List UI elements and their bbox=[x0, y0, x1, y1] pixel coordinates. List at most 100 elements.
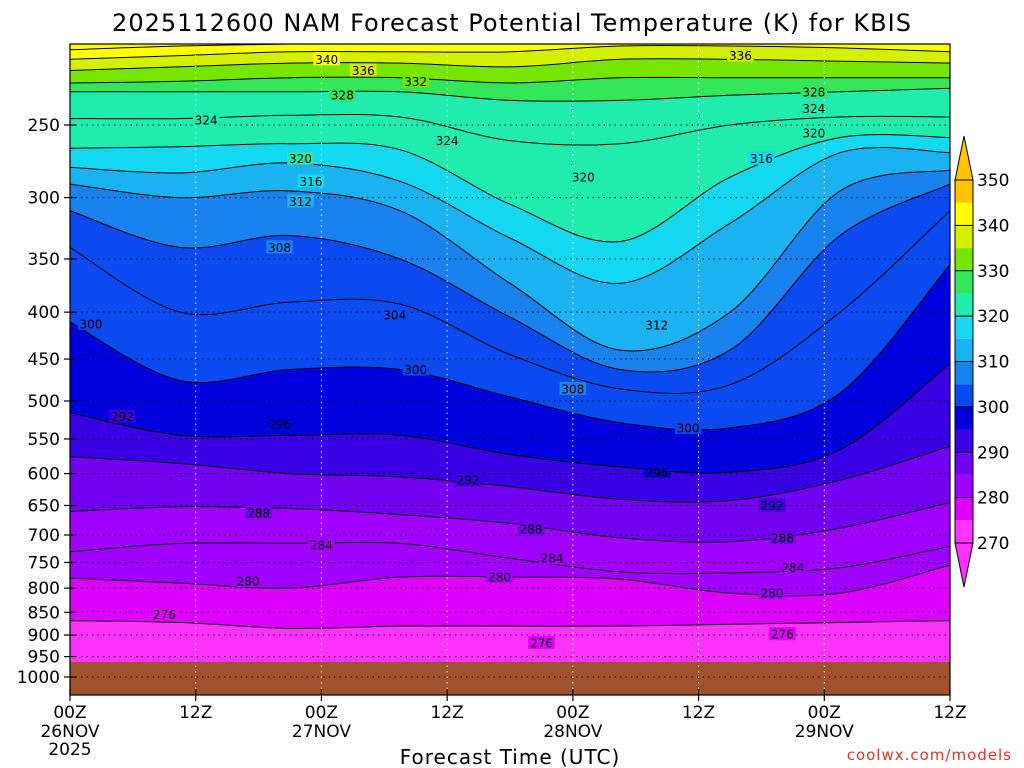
contour-label-bg bbox=[800, 101, 828, 115]
contour-label-bg bbox=[381, 308, 409, 322]
colorbar-swatch bbox=[955, 406, 973, 430]
y-tick-label: 650 bbox=[28, 496, 60, 516]
colorbar-swatch bbox=[955, 202, 973, 226]
contour-label: 280 bbox=[237, 575, 260, 589]
isentrope-296 bbox=[70, 363, 950, 474]
contour-label-bg bbox=[266, 417, 293, 431]
colorbar-swatch bbox=[955, 474, 973, 498]
contour-label-bg bbox=[313, 52, 340, 66]
contour-label-bg bbox=[77, 316, 105, 330]
contour-label-bg bbox=[402, 74, 429, 88]
contour-label-bg bbox=[192, 113, 220, 127]
y-tick-label: 600 bbox=[28, 465, 60, 485]
colorbar-swatch bbox=[955, 338, 973, 362]
contour-label: 324 bbox=[195, 114, 218, 128]
contour-label: 312 bbox=[645, 318, 668, 332]
contour-label: 284 bbox=[781, 561, 804, 575]
y-tick-label: 950 bbox=[28, 648, 60, 668]
contour-label-bg bbox=[402, 362, 429, 376]
isentrope-276 bbox=[70, 620, 950, 629]
contour-label-bg bbox=[245, 505, 272, 519]
y-tick-label: 750 bbox=[28, 553, 60, 573]
contour-label-bg bbox=[800, 125, 828, 139]
contour-label: 280 bbox=[488, 571, 511, 585]
x-tick-year: 2025 bbox=[48, 740, 91, 760]
contour-label: 320 bbox=[572, 171, 595, 185]
contour-label: 284 bbox=[540, 552, 563, 566]
y-tick-label: 550 bbox=[28, 430, 60, 450]
contour-label-bg bbox=[297, 174, 325, 188]
contour-label-bg bbox=[151, 607, 178, 621]
y-axis: 250 300 350 400 450 500 550 600 650 700 750 800 850 9… bbox=[17, 116, 76, 688]
contour-label: 312 bbox=[289, 195, 312, 209]
x-tick-date: 27NOV bbox=[292, 722, 351, 742]
contour-label: 304 bbox=[383, 309, 406, 323]
contour-label-bg bbox=[517, 522, 545, 536]
x-tick-date: 28NOV bbox=[543, 722, 602, 742]
contour-label: 308 bbox=[561, 382, 584, 396]
contour-label: 328 bbox=[802, 85, 825, 99]
colorbar-label: 300 bbox=[977, 398, 1009, 418]
contour-label: 276 bbox=[771, 628, 794, 642]
colorbar: 270 280 290 300 310 320 330 340 350 bbox=[954, 135, 1009, 588]
contour-label-bg bbox=[643, 465, 670, 479]
colorbar-swatch bbox=[955, 520, 973, 543]
contour-label-bg bbox=[769, 627, 796, 641]
colorbar-swatch bbox=[955, 497, 973, 521]
contour-label: 324 bbox=[802, 102, 825, 116]
contour-label: 320 bbox=[289, 152, 312, 166]
y-tick-label: 1000 bbox=[17, 668, 60, 688]
colorbar-arrow-top bbox=[954, 135, 974, 181]
colorbar-label: 330 bbox=[977, 262, 1009, 282]
contour-label-bg bbox=[758, 498, 786, 512]
y-tick-label: 300 bbox=[28, 189, 60, 209]
contour-label-bg bbox=[538, 551, 566, 565]
contour-label: 292 bbox=[111, 410, 134, 424]
credit-link[interactable]: coolwx.com/models bbox=[847, 746, 1012, 764]
contour-label: 292 bbox=[760, 499, 783, 513]
contour-label-bg bbox=[727, 48, 754, 62]
isentrope-300 bbox=[70, 264, 950, 431]
colorbar-label: 320 bbox=[977, 307, 1009, 327]
x-tick-label: 00Z bbox=[305, 703, 338, 723]
colorbar-swatch bbox=[955, 248, 973, 271]
contour-label: 280 bbox=[760, 587, 783, 601]
contour-label-bg bbox=[308, 538, 335, 552]
y-tick-label: 700 bbox=[28, 526, 60, 546]
chart-title: 2025112600 NAM Forecast Potential Temper… bbox=[112, 9, 912, 37]
colorbar-swatch bbox=[955, 293, 973, 317]
contour-label: 340 bbox=[315, 53, 338, 67]
contour-label-bg bbox=[800, 84, 828, 98]
theta-band-344 bbox=[70, 44, 290, 50]
ground-surface bbox=[70, 661, 950, 695]
grid-layer bbox=[70, 44, 950, 695]
contour-label-bg bbox=[454, 473, 482, 487]
contour-label: 324 bbox=[436, 134, 459, 148]
x-tick-label: 12Z bbox=[682, 703, 715, 723]
x-tick-date: 26NOV bbox=[40, 722, 99, 742]
contour-label-bg bbox=[748, 151, 775, 165]
colorbar-swatch bbox=[955, 429, 973, 453]
y-tick-label: 250 bbox=[28, 116, 60, 136]
y-tick-label: 900 bbox=[28, 626, 60, 646]
colorbar-label: 310 bbox=[977, 353, 1009, 373]
contour-label-bg bbox=[350, 63, 377, 77]
colorbar-label: 350 bbox=[977, 171, 1009, 191]
contour-label: 316 bbox=[750, 152, 773, 166]
contour-label: 300 bbox=[79, 317, 102, 331]
y-tick-label: 350 bbox=[28, 250, 60, 270]
x-tick-date: 29NOV bbox=[795, 722, 854, 742]
contour-label: 296 bbox=[645, 466, 668, 480]
x-tick-label: 12Z bbox=[431, 703, 464, 723]
colorbar-swatch bbox=[955, 225, 973, 249]
contour-label-bg bbox=[559, 381, 587, 395]
contour-label: 288 bbox=[519, 523, 542, 537]
contour-label: 336 bbox=[729, 49, 752, 63]
contour-label: 300 bbox=[677, 421, 700, 435]
contour-label: 320 bbox=[802, 126, 825, 140]
contour-label-bg bbox=[758, 586, 786, 600]
colorbar-arrow-bottom bbox=[954, 542, 974, 588]
colorbar-swatch bbox=[955, 180, 973, 203]
